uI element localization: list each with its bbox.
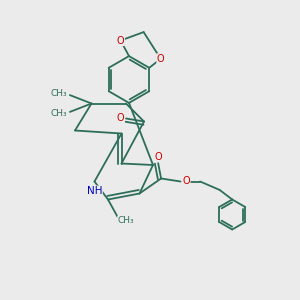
Text: CH₃: CH₃ <box>50 89 67 98</box>
Text: NH: NH <box>87 186 102 196</box>
Text: O: O <box>182 176 190 187</box>
Text: CH₃: CH₃ <box>50 109 67 118</box>
Text: O: O <box>117 35 124 46</box>
Text: O: O <box>117 113 124 123</box>
Text: O: O <box>154 152 162 162</box>
Text: CH₃: CH₃ <box>118 216 134 225</box>
Text: O: O <box>157 54 164 64</box>
